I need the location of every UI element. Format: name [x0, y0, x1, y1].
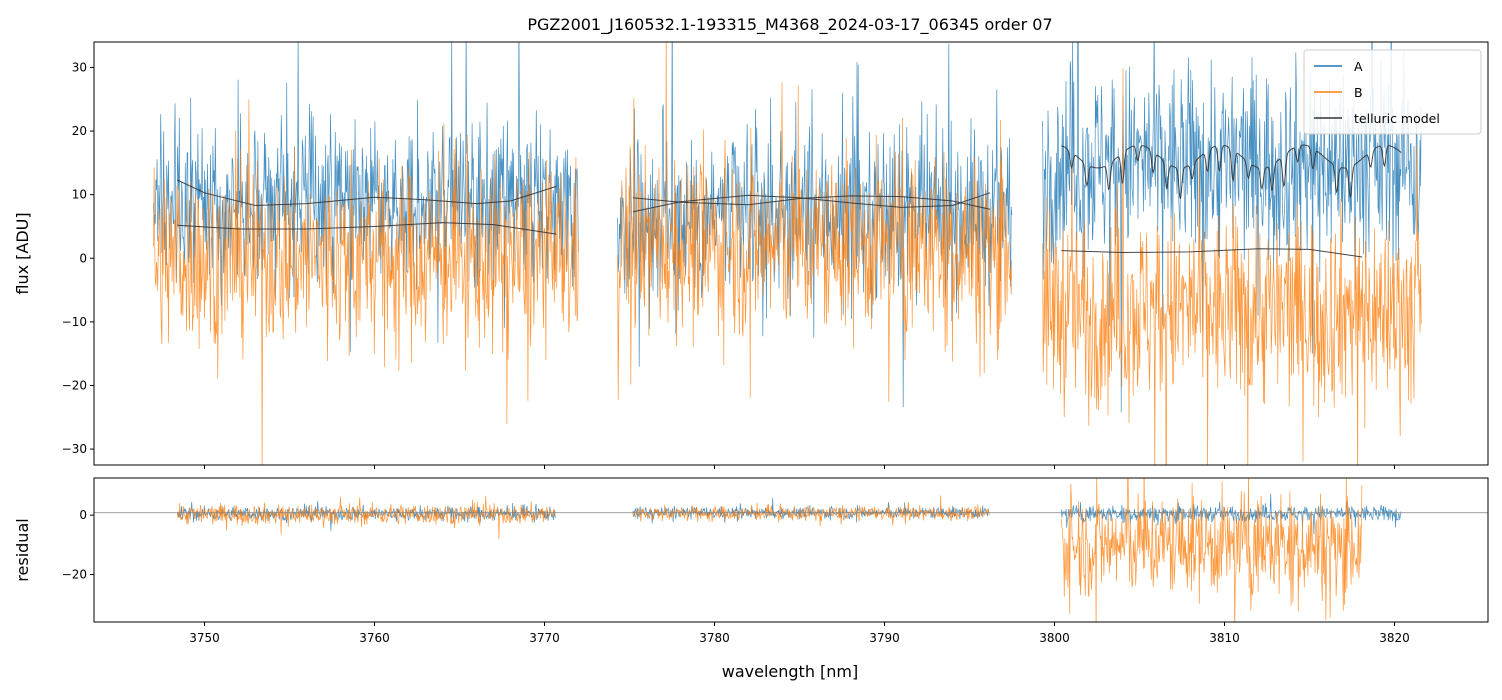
y-tick-label-flux: −10 — [62, 315, 87, 329]
x-tick-label: 3780 — [699, 631, 730, 645]
y-tick-label-flux: 0 — [79, 251, 87, 265]
x-tick-label: 3760 — [359, 631, 390, 645]
y-tick-label-flux: −30 — [62, 442, 87, 456]
telluric-model-line-a-segment-3 — [1061, 144, 1402, 199]
x-tick-label: 3810 — [1209, 631, 1240, 645]
series-a-flux-segment-3 — [1042, 42, 1422, 413]
y-tick-label-residual: −20 — [62, 567, 87, 581]
legend-box — [1303, 49, 1482, 135]
series-b-flux-segment-3 — [1042, 68, 1422, 465]
y-tick-label-flux: 30 — [72, 60, 87, 74]
panel-frame-flux — [93, 41, 1489, 466]
y-axis-title-flux: flux [ADU] — [13, 212, 32, 294]
y-axis-title-residual: residual — [13, 518, 32, 581]
telluric-model-line-b-segment-1 — [177, 222, 557, 235]
series-b-flux-segment-1 — [153, 99, 579, 465]
x-tick-label: 3750 — [189, 631, 220, 645]
telluric-model-line-a-segment-2 — [632, 195, 991, 210]
telluric-model-line-b-segment-2 — [632, 192, 991, 213]
x-tick-label: 3820 — [1379, 631, 1410, 645]
y-tick-label-flux: 10 — [72, 188, 87, 202]
x-tick-label: 3790 — [869, 631, 900, 645]
chart-title: PGZ2001_J160532.1-193315_M4368_2024-03-1… — [527, 15, 1052, 35]
series-b-residual-segment-1 — [176, 495, 557, 540]
plot-area-residual — [94, 478, 1488, 622]
x-tick-label: 3770 — [529, 631, 560, 645]
y-tick-label-residual: 0 — [79, 508, 87, 522]
y-tick-label-flux: −20 — [62, 378, 87, 392]
legend-label-1: A — [1354, 59, 1363, 74]
telluric-model-line-a-segment-1 — [177, 179, 557, 207]
residual-panel: −20 0 residual 3750 3760 3770 3780 3790 3800 3810… — [13, 477, 1489, 645]
y-tick-label-flux: 20 — [72, 124, 87, 138]
series-b-residual-segment-3 — [1060, 478, 1363, 622]
legend-label-2: B — [1354, 85, 1363, 100]
series-a-residual-segment-3 — [1060, 493, 1402, 535]
x-axis-title: wavelength [nm] — [722, 662, 859, 681]
series-b-residual-segment-2 — [632, 495, 990, 527]
legend-label-3: telluric model — [1354, 111, 1440, 126]
plot-area-flux — [153, 42, 1422, 465]
x-tick-label: 3800 — [1039, 631, 1070, 645]
telluric-model-line-b-segment-3 — [1061, 248, 1363, 258]
series-b-flux-segment-2 — [617, 42, 1013, 403]
panel-frame-residual — [93, 477, 1489, 623]
